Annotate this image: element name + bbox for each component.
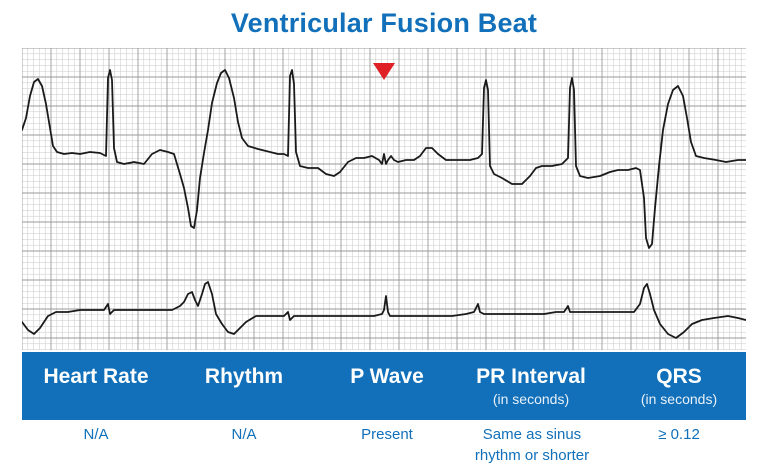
heading-rhythm: Rhythm [204, 365, 284, 388]
fusion-beat-marker [373, 63, 395, 80]
ecg-svg [22, 48, 746, 350]
subheading-qrs: (in seconds) [640, 391, 718, 407]
column-qrs: QRS (in seconds) [612, 352, 746, 420]
value-heart-rate: N/A [83, 426, 109, 443]
value-p-wave: Present [361, 426, 413, 443]
ecg-criteria-header: Heart Rate Rhythm P Wave PR Interval (in… [22, 352, 746, 420]
value-rhythm: N/A [231, 426, 257, 443]
ecg-strip [22, 48, 746, 350]
ecg-grid-minor [22, 48, 746, 350]
page-title: Ventricular Fusion Beat [230, 8, 538, 38]
ecg-trace-lead-1 [22, 69, 746, 249]
column-pr-interval: PR Interval (in seconds) [456, 352, 606, 420]
ecg-criteria-values: N/A N/A Present Same as sinus rhythm or … [22, 424, 746, 472]
heading-heart-rate: Heart Rate [43, 365, 149, 388]
subheading-pr-interval: (in seconds) [492, 391, 570, 407]
column-rhythm: Rhythm [170, 352, 318, 420]
heading-p-wave: P Wave [350, 365, 424, 388]
value-pr-interval: Same as sinus rhythm or shorter [474, 426, 590, 464]
column-heart-rate: Heart Rate [22, 352, 170, 420]
heading-pr-interval: PR Interval [476, 365, 586, 388]
column-p-wave: P Wave [318, 352, 456, 420]
ecg-trace-lead-2 [22, 281, 746, 339]
heading-qrs: QRS [656, 365, 702, 388]
value-qrs: ≥ 0.12 [658, 426, 700, 443]
